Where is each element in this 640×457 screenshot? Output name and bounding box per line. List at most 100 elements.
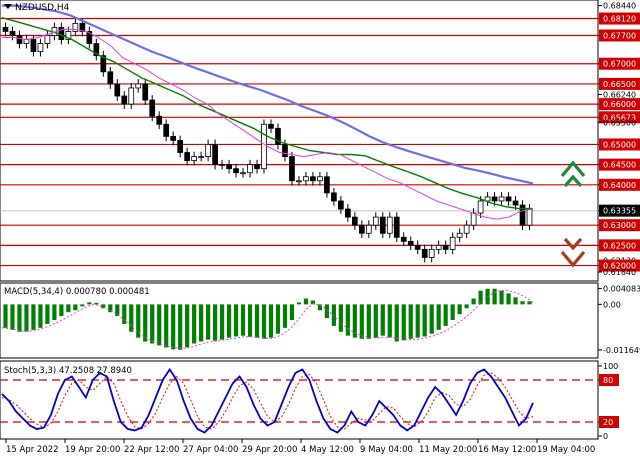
macd-histogram-bar bbox=[387, 304, 392, 338]
macd-histogram-bar bbox=[499, 290, 504, 305]
symbol-label: NZDUSD,H4 bbox=[15, 3, 70, 13]
candle-body bbox=[93, 43, 100, 57]
price-tick-label: 0.66500 bbox=[603, 80, 636, 89]
macd-histogram-bar bbox=[185, 304, 190, 348]
candle-body bbox=[16, 35, 23, 44]
candle-body bbox=[345, 208, 351, 218]
level-price-tag bbox=[599, 138, 640, 151]
macd-histogram-bar bbox=[506, 293, 511, 305]
macd-histogram-bar bbox=[296, 302, 302, 305]
macd-histogram-bar bbox=[108, 304, 113, 313]
macd-histogram-bar bbox=[422, 304, 427, 337]
macd-axis: 0.004083 0.00 -0.011649 bbox=[598, 284, 640, 355]
price-tick-label: 0.65000 bbox=[603, 140, 636, 149]
macd-histogram-bar bbox=[345, 304, 350, 336]
macd-histogram-bar bbox=[380, 304, 385, 336]
stoch-title: Stoch(5,3,3) 47.2508 27.8940 bbox=[4, 366, 132, 376]
macd-histogram-bar bbox=[136, 304, 141, 338]
macd-histogram-bar bbox=[254, 304, 260, 338]
macd-histogram-bar bbox=[101, 304, 106, 309]
level-price-tag bbox=[599, 158, 640, 171]
macd-histogram-bar bbox=[513, 297, 518, 305]
candle-body bbox=[121, 95, 128, 105]
candle-body bbox=[449, 236, 456, 250]
stoch-main-line bbox=[1, 367, 534, 434]
macd-tick-label: -0.011649 bbox=[603, 346, 640, 355]
time-tick-label: 29 Apr 20:00 bbox=[242, 445, 297, 455]
candle-body bbox=[198, 156, 204, 158]
candle-body bbox=[491, 196, 498, 202]
candle-body bbox=[156, 115, 163, 125]
level-price-tag bbox=[599, 111, 640, 124]
candle-body bbox=[30, 39, 37, 53]
macd-histogram-bar bbox=[366, 304, 371, 339]
macd-histogram-bar bbox=[10, 304, 15, 330]
price-tick-label: 0.65673 bbox=[603, 113, 636, 122]
candle-body bbox=[414, 244, 421, 250]
candle-body bbox=[44, 35, 51, 44]
macd-histogram-bar bbox=[150, 304, 155, 344]
candle-body bbox=[268, 123, 274, 129]
candle-body bbox=[79, 22, 86, 32]
price-tick-label: 0.62500 bbox=[603, 241, 636, 250]
macd-histogram-bar bbox=[324, 304, 329, 319]
macd-histogram-bar bbox=[219, 304, 225, 340]
candle-body bbox=[456, 232, 463, 238]
double-chevron-up-icon bbox=[560, 160, 586, 188]
triangle-down-icon[interactable] bbox=[4, 4, 12, 9]
current-price-tag bbox=[599, 204, 640, 217]
macd-histogram-bar bbox=[282, 304, 288, 328]
candle-body bbox=[338, 200, 344, 210]
time-tick-label: 11 May 20:00 bbox=[419, 445, 477, 455]
price-tick-label: 0.65500 bbox=[603, 118, 636, 127]
time-tick-label: 19 May 04:00 bbox=[537, 445, 595, 455]
candle-body bbox=[9, 31, 16, 36]
macd-histogram-bar bbox=[80, 304, 85, 307]
macd-histogram-bar bbox=[199, 304, 204, 342]
candle-body bbox=[23, 39, 30, 44]
macd-histogram-bar bbox=[289, 304, 295, 321]
price-tick-label: 0.68120 bbox=[603, 15, 636, 24]
price-tick-label: 0.62000 bbox=[603, 262, 636, 271]
time-tick-label: 27 Apr 04:00 bbox=[183, 445, 238, 455]
macd-histogram-bar bbox=[373, 304, 378, 338]
level-price-tag bbox=[599, 98, 640, 111]
macd-histogram-bar bbox=[415, 304, 420, 338]
candle-body bbox=[379, 216, 386, 234]
macd-histogram-bar bbox=[394, 304, 399, 342]
candle-body bbox=[219, 164, 225, 167]
macd-histogram-bar bbox=[401, 304, 406, 341]
macd-histogram-bar bbox=[240, 304, 246, 336]
candle-body bbox=[163, 123, 170, 137]
macd-histogram-bar bbox=[164, 304, 169, 348]
level-price-tag bbox=[599, 239, 640, 252]
macd-histogram-bar bbox=[171, 304, 176, 350]
macd-histogram-bar bbox=[443, 304, 448, 326]
macd-histogram-bar bbox=[115, 304, 120, 317]
time-tick-label: 9 May 04:00 bbox=[360, 445, 413, 455]
price-panel bbox=[0, 0, 599, 282]
price-tick-label: 0.67700 bbox=[603, 31, 636, 40]
macd-histogram-bar bbox=[59, 304, 64, 317]
price-tick-label: 0.67000 bbox=[603, 60, 636, 69]
candle-body bbox=[142, 83, 149, 101]
macd-histogram-bar bbox=[73, 304, 78, 311]
current-price-label: 0.63355 bbox=[603, 207, 636, 216]
macd-histogram-bar bbox=[303, 298, 309, 305]
macd-histogram-bar bbox=[226, 304, 232, 338]
candle-body bbox=[428, 248, 435, 258]
price-tick-label: 0.66240 bbox=[603, 90, 636, 99]
price-tick-label: 0.64500 bbox=[603, 161, 636, 170]
macd-histogram-bar bbox=[275, 304, 281, 334]
candle-body bbox=[421, 248, 428, 258]
time-tick-label: 22 Apr 12:00 bbox=[124, 445, 179, 455]
candle-body bbox=[324, 176, 330, 194]
stoch-plot bbox=[0, 367, 598, 434]
candle-body bbox=[226, 164, 232, 170]
level-price-tag bbox=[599, 77, 640, 90]
macd-histogram-bar bbox=[233, 304, 239, 337]
candle-body bbox=[303, 176, 309, 182]
candle-body bbox=[275, 127, 281, 145]
price-tick-label: 0.61840 bbox=[603, 268, 636, 277]
macd-histogram-bar bbox=[87, 302, 92, 305]
